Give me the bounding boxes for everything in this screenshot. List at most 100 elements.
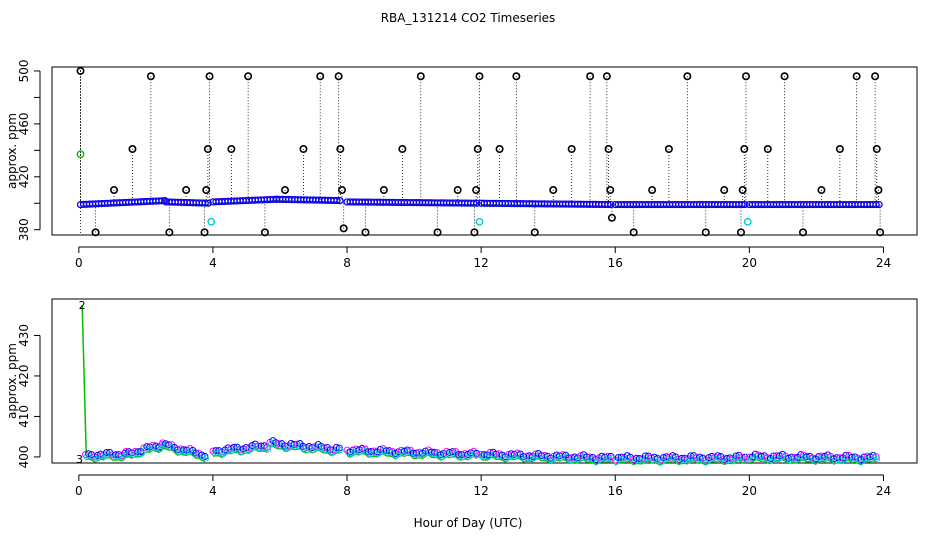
top-x-tick-label: 4 (209, 256, 217, 270)
baseline-point-blue (204, 199, 212, 207)
series-point-cyan (244, 446, 251, 453)
series-point-cyan (411, 452, 418, 459)
spike-point (361, 228, 370, 237)
baseline-point-blue (604, 200, 612, 209)
spike-point (76, 66, 85, 75)
spike-point (871, 72, 880, 81)
spike-point (260, 228, 269, 237)
bottom-x-tick-label: 16 (608, 484, 623, 498)
bottom-y-tick-label: 400 (17, 445, 31, 468)
top-x-tick-label: 24 (876, 256, 891, 270)
series-point-cyan (843, 454, 850, 461)
series-point-cyan (213, 449, 220, 456)
series-point-cyan (587, 455, 594, 463)
series-point-cyan (572, 456, 579, 463)
series-point-cyan (265, 446, 272, 453)
baseline-point-blue (607, 200, 615, 209)
baseline-point-blue (201, 199, 209, 207)
bottom-x-tick-label: 20 (742, 484, 757, 498)
spike-point (512, 72, 521, 81)
spike-point (202, 186, 211, 195)
spike-point (874, 186, 883, 195)
series-point-cyan (98, 453, 105, 460)
spike-point (91, 228, 100, 237)
spike-point (648, 186, 657, 195)
series-point-cyan (739, 456, 747, 463)
series-point-cyan (138, 450, 145, 457)
series-point-cyan (432, 451, 439, 458)
series-green-line (749, 458, 877, 466)
top-x-tick-label: 20 (742, 256, 757, 270)
spike-point (763, 145, 772, 154)
series-point-cyan (322, 446, 329, 453)
spike-point (475, 72, 484, 81)
series-point-cyan (337, 447, 344, 454)
spike-point (629, 228, 638, 237)
baseline-green-line (212, 200, 277, 205)
series-green-line (346, 452, 478, 461)
spike-point (701, 228, 710, 237)
spike-point (740, 145, 749, 154)
series-point-cyan (697, 456, 704, 463)
series-point-cyan (144, 445, 151, 452)
series-point-cyan (462, 452, 469, 459)
series-point-cyan (792, 456, 799, 463)
series-point-cyan (643, 454, 650, 461)
green-point (76, 150, 85, 159)
series-point-cyan (92, 455, 99, 463)
series-point-cyan (864, 455, 872, 462)
spike-point (398, 145, 407, 154)
spike-point (683, 72, 692, 81)
bottom-x-tick-label: 4 (209, 484, 217, 498)
spike-point (182, 186, 191, 195)
series-point-cyan (488, 451, 495, 458)
spike-point (339, 224, 348, 233)
figure-title: RBA_131214 CO2 Timeseries (381, 11, 556, 25)
baseline-point-blue (161, 197, 169, 205)
bottom-x-tick-label: 12 (474, 484, 489, 498)
series-point-cyan (104, 451, 111, 458)
baseline-green-line (276, 200, 341, 203)
spike-point (530, 228, 539, 237)
baseline-point-blue (158, 197, 166, 205)
series-point-cyan (465, 453, 472, 460)
spike-point (146, 72, 155, 81)
spike-point (799, 228, 808, 237)
series-green-line (212, 448, 268, 459)
spike-point (453, 186, 462, 195)
top-y-axis-label: approx. ppm (5, 113, 19, 189)
spike-point (244, 72, 253, 81)
series-point-cyan (101, 453, 108, 460)
spike-point (433, 228, 442, 237)
series-point-cyan (688, 454, 695, 461)
bottom-y-tick-label: 420 (17, 364, 31, 387)
series-point-cyan (282, 445, 290, 452)
cyan-point (743, 217, 752, 226)
series-point-cyan (474, 452, 481, 459)
series-point-cyan (709, 455, 716, 462)
series-point-cyan (354, 447, 361, 455)
spike-point (281, 186, 290, 195)
series-point-cyan (292, 443, 299, 450)
series-point-cyan (160, 441, 167, 448)
series-point-cyan (334, 446, 341, 453)
series-green-line (481, 456, 611, 466)
spike-point (470, 228, 479, 237)
series-point-cyan (135, 450, 142, 457)
series-point-cyan (328, 448, 335, 455)
series-point-cyan (232, 446, 239, 453)
baseline-point-blue (875, 200, 883, 209)
spike-point (200, 228, 209, 237)
top-x-tick-label: 16 (608, 256, 623, 270)
spike-point (316, 72, 325, 81)
spike-point (227, 145, 236, 154)
spike-point (606, 186, 615, 195)
spike-point (336, 145, 345, 154)
spike-point (586, 72, 595, 81)
bottom-x-tick-label: 8 (343, 484, 351, 498)
series-point-cyan (123, 450, 130, 457)
baseline-point-blue (470, 199, 478, 207)
series-point-cyan (727, 456, 734, 463)
top-panel: 0 4 8 12 16 20 24 380 420 460 500 approx. ppm (5, 60, 918, 270)
